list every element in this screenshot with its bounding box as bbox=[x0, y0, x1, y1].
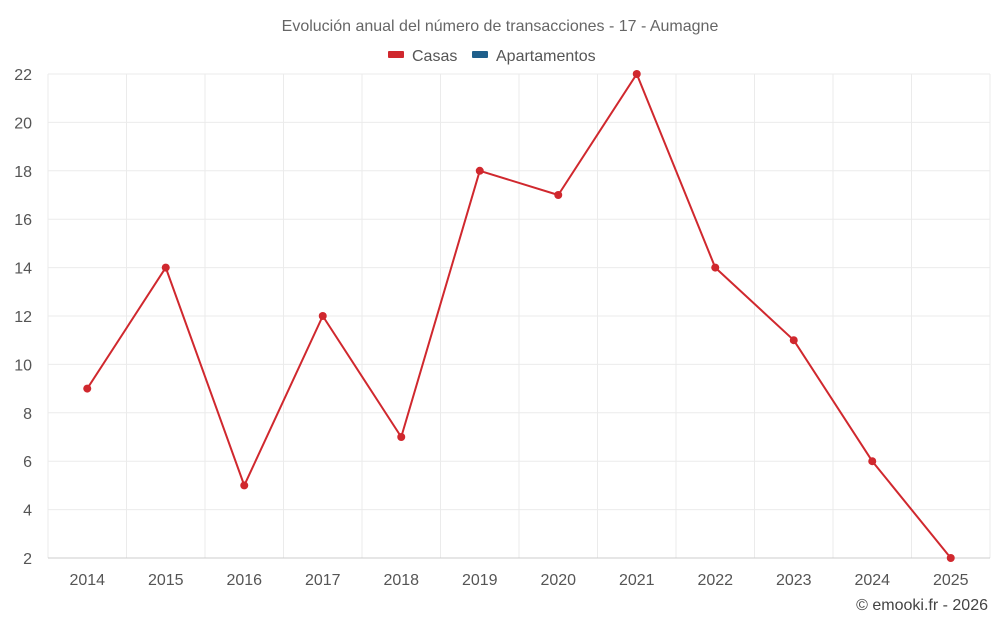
data-point-casas[interactable] bbox=[868, 457, 877, 466]
x-tick-label: 2019 bbox=[462, 572, 498, 589]
x-tick-label: 2017 bbox=[305, 572, 341, 589]
x-axis: 2014 2015 2016 2017 2018 2019 2020 2021 2022 2023… bbox=[48, 557, 990, 589]
data-point-casas[interactable] bbox=[789, 336, 798, 345]
legend-item-casas[interactable]: Casas bbox=[388, 48, 457, 65]
data-point-casas[interactable] bbox=[554, 191, 563, 199]
y-tick-label: 10 bbox=[14, 357, 32, 374]
x-tick-label: 2024 bbox=[854, 572, 890, 589]
x-tick-label: 2021 bbox=[619, 572, 655, 589]
y-tick-label: 18 bbox=[14, 164, 32, 181]
data-point-casas[interactable] bbox=[711, 263, 720, 272]
credit-text: © emooki.fr - 2026 bbox=[856, 597, 988, 614]
series-line-casas bbox=[86, 73, 952, 559]
y-tick-label: 2 bbox=[23, 551, 32, 568]
legend-label-apartamentos: Apartamentos bbox=[496, 48, 596, 65]
y-axis: 2 4 6 8 10 12 14 16 18 20 22 bbox=[14, 67, 32, 568]
series-area bbox=[83, 70, 955, 562]
legend-swatch-apartamentos bbox=[472, 51, 488, 58]
y-tick-label: 12 bbox=[14, 309, 32, 326]
x-tick-label: 2020 bbox=[540, 572, 576, 589]
legend-label-casas: Casas bbox=[412, 48, 457, 65]
legend-swatch-casas bbox=[388, 51, 404, 58]
y-tick-label: 8 bbox=[23, 406, 32, 423]
x-tick-label: 2022 bbox=[697, 572, 733, 589]
legend-item-apartamentos[interactable]: Apartamentos bbox=[472, 48, 596, 65]
data-point-casas[interactable] bbox=[318, 312, 327, 320]
data-point-casas[interactable] bbox=[83, 384, 92, 393]
x-tick-label: 2014 bbox=[69, 572, 105, 589]
y-tick-label: 16 bbox=[14, 212, 32, 229]
data-point-casas[interactable] bbox=[240, 481, 249, 490]
y-tick-label: 14 bbox=[14, 261, 32, 278]
chart-title: Evolución anual del número de transaccio… bbox=[282, 18, 719, 35]
data-point-casas[interactable] bbox=[946, 554, 955, 562]
y-tick-label: 22 bbox=[14, 67, 32, 84]
y-tick-label: 6 bbox=[23, 454, 32, 471]
x-tick-label: 2015 bbox=[148, 572, 184, 589]
x-tick-label: 2018 bbox=[383, 572, 419, 589]
grid bbox=[47, 73, 991, 558]
x-tick-label: 2023 bbox=[776, 572, 812, 589]
data-point-casas[interactable] bbox=[475, 166, 484, 175]
y-tick-label: 4 bbox=[23, 503, 32, 520]
x-tick-label: 2025 bbox=[933, 572, 969, 589]
y-tick-label: 20 bbox=[14, 115, 32, 132]
legend: Casas Apartamentos bbox=[388, 48, 596, 65]
data-point-casas[interactable] bbox=[161, 263, 170, 272]
x-tick-label: 2016 bbox=[226, 572, 262, 589]
data-point-casas[interactable] bbox=[397, 433, 406, 441]
data-point-casas[interactable] bbox=[632, 70, 641, 78]
